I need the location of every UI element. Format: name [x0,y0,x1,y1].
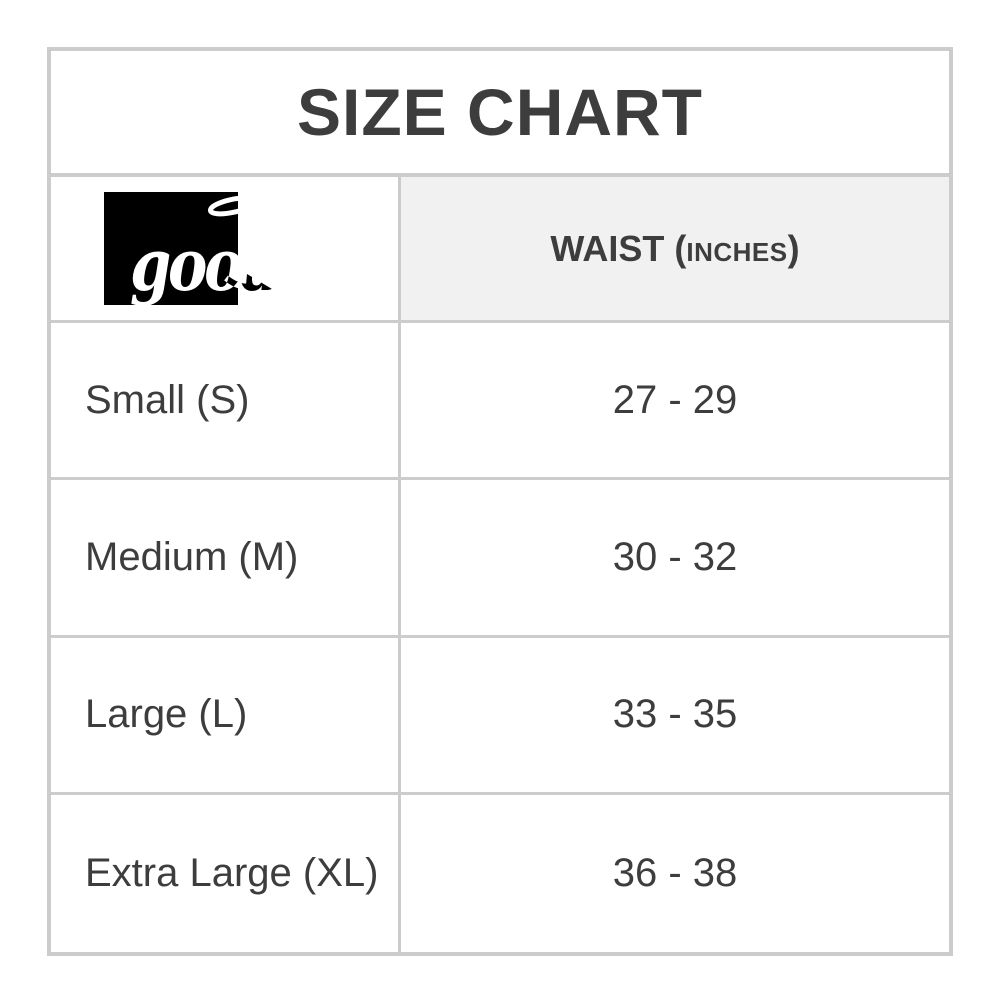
size-cell-extra-large: Extra Large (XL) [51,794,401,952]
title-row: SIZE CHART [51,51,949,177]
size-label: Large (L) [85,692,248,737]
goodevil-logo: goodevil [104,192,385,305]
waist-value: 30 - 32 [612,534,738,579]
column-header-waist: WAIST (INCHES) [401,177,949,323]
logo-text: goodevil [130,222,385,307]
waist-cell-extra-large: 36 - 38 [401,795,949,952]
size-cell-large: Large (L) [51,637,401,795]
size-cell-medium: Medium (M) [51,480,401,638]
waist-cell-medium: 30 - 32 [401,480,949,638]
size-cell-small: Small (S) [51,323,401,481]
waist-header-prefix: WAIST ( [550,227,687,269]
waist-header-inches: INCHES [686,236,788,267]
column-header-brand: goodevil [51,177,401,323]
size-label: Small (S) [85,377,250,422]
waist-value: 36 - 38 [612,850,738,895]
size-label: Medium (M) [85,534,299,579]
waist-cell-large: 33 - 35 [401,638,949,795]
waist-value: 33 - 35 [612,692,738,737]
page-title: SIZE CHART [297,75,703,149]
waist-value: 27 - 29 [612,377,738,422]
waist-cell-small: 27 - 29 [401,323,949,481]
size-label: Extra Large (XL) [85,850,379,895]
waist-header-suffix: ) [787,227,800,269]
waist-header-label: WAIST (INCHES) [550,228,799,270]
size-chart-table: SIZE CHART goodevil WAIST (INCHES) Small… [47,47,953,956]
